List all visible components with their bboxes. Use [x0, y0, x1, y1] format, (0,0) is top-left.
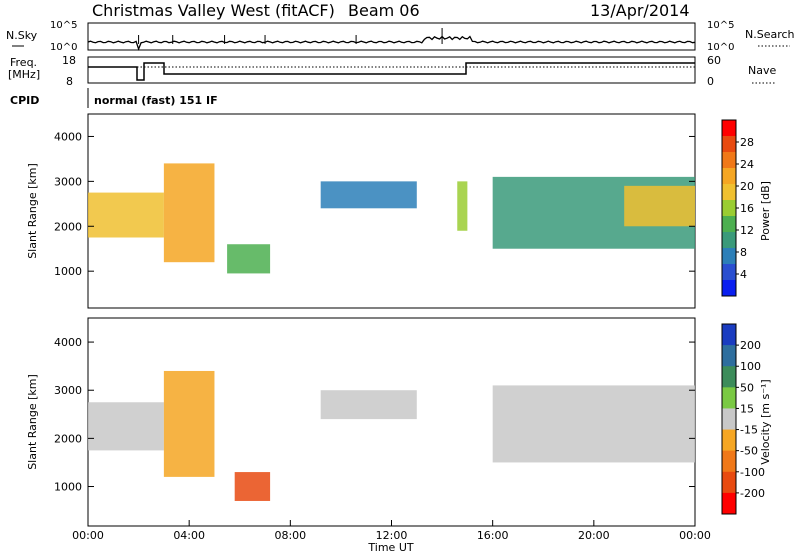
velocity-region-ground-00-03 — [88, 402, 164, 451]
freq-ytick-top: 18 — [62, 54, 76, 67]
power-colorbar-cell-6 — [722, 216, 736, 233]
noise-ytick-bottom-right: 10^0 — [707, 42, 734, 53]
power-ytick-label-1: 2000 — [54, 220, 82, 233]
power-colorbar-ticklabel-2: 20 — [740, 180, 754, 193]
velocity-marks — [88, 370, 695, 501]
figure-title: Christmas Valley West (fitACF) — [92, 1, 335, 20]
freq-panel: Freq. [MHz] 18 8 60 0 Nave — [8, 54, 776, 88]
velocity-ytick-label-1: 2000 — [54, 432, 82, 445]
velocity-colorbar-ticklabel-7: -200 — [740, 487, 765, 500]
x-tick-label-4: 16:00 — [477, 529, 509, 542]
velocity-colorbar-ticklabel-1: 100 — [740, 360, 761, 373]
nave-ytick-top: 60 — [707, 54, 721, 67]
velocity-colorbar-label: Velocity [m s⁻¹] — [759, 379, 772, 464]
velocity-region-arc-16-24 — [492, 385, 695, 463]
velocity-colorbar-cell-1 — [722, 345, 736, 367]
power-yticks: 1000 2000 3000 4000 — [54, 130, 695, 278]
velocity-colorbar-cell-6 — [722, 450, 736, 473]
velocity-colorbar-cell-4 — [722, 408, 736, 431]
noise-ytick-top: 10^5 — [50, 20, 77, 31]
noise-panel: N.Sky 10^5 10^0 10^5 10^0 N.Search — [6, 20, 795, 53]
power-panel: 1000 2000 3000 4000 Slant Range [km] 28 24 20… — [26, 113, 772, 309]
velocity-yticks: 1000 2000 3000 4000 — [54, 336, 695, 494]
power-colorbar-cell-7 — [722, 232, 736, 249]
power-region-patch-14-15 — [457, 181, 468, 231]
x-tick-label-3: 12:00 — [376, 529, 408, 542]
velocity-panel: 1000 2000 3000 4000 Slant Range [km] 200 100… — [26, 317, 772, 527]
freq-label-line1: Freq. — [10, 56, 37, 69]
power-colorbar-cell-4 — [722, 184, 736, 201]
power-colorbar-ticklabel-1: 24 — [740, 158, 754, 171]
cpid-label: CPID — [10, 94, 39, 107]
noise-left-label: N.Sky — [6, 29, 38, 42]
power-region-bands-03-05 — [163, 163, 215, 263]
nave-ytick-bottom: 0 — [707, 75, 714, 88]
velocity-colorbar-cell-3 — [722, 387, 736, 409]
power-colorbar-ticklabel-6: 4 — [740, 268, 747, 281]
power-colorbar-cell-2 — [722, 152, 736, 169]
noise-sky-series — [87, 35, 696, 51]
freq-label-line2: [MHz] — [8, 68, 40, 81]
power-region-patch-21-24 — [624, 185, 695, 227]
velocity-colorbar-ticklabel-6: -100 — [740, 466, 765, 479]
power-colorbar-cell-3 — [722, 168, 736, 185]
noise-ytick-top-right: 10^5 — [707, 20, 734, 31]
velocity-colorbar-cell-8 — [722, 492, 736, 515]
power-colorbar-cell-0 — [722, 120, 736, 137]
velocity-colorbar-frame — [721, 323, 737, 515]
power-colorbar-cell-8 — [722, 248, 736, 265]
velocity-colorbar-ticklabel-2: 50 — [740, 381, 754, 394]
power-region-streak-09-13 — [320, 181, 417, 209]
cpid-value: normal (fast) 151 IF — [94, 94, 218, 107]
velocity-region-neg-03-05 — [163, 370, 215, 477]
power-marks — [88, 163, 695, 274]
velocity-colorbar: 200 100 50 15 -15 -50 -100 -200 — [721, 323, 765, 515]
x-tick-label-1: 04:00 — [173, 529, 205, 542]
power-ytick-label-0: 1000 — [54, 265, 82, 278]
velocity-ytick-label-2: 3000 — [54, 384, 82, 397]
power-ytick-label-3: 4000 — [54, 130, 82, 143]
power-colorbar-label: Power [dB] — [759, 181, 772, 241]
velocity-colorbar-ticklabel-5: -50 — [740, 445, 758, 458]
power-ytick-label-2: 3000 — [54, 175, 82, 188]
power-colorbar-ticklabel-4: 12 — [740, 224, 754, 237]
velocity-colorbar-cell-5 — [722, 429, 736, 452]
x-axis-ticks: 00:00 04:00 08:00 12:00 16:00 20:00 00:00 — [72, 520, 711, 542]
velocity-colorbar-cell-2 — [722, 366, 736, 388]
power-colorbar-ticklabel-3: 16 — [740, 202, 754, 215]
velocity-region-streak-09-13 — [320, 390, 417, 420]
power-colorbar-ticklabel-5: 8 — [740, 246, 747, 259]
power-region-bands-00-03 — [88, 192, 164, 238]
velocity-colorbar-cell-7 — [722, 471, 736, 494]
power-colorbar-cell-9 — [722, 264, 736, 281]
power-colorbar-cell-1 — [722, 136, 736, 153]
power-colorbar-cell-5 — [722, 200, 736, 217]
velocity-colorbar-cell-0 — [722, 324, 736, 346]
velocity-region-neg-06-07 — [234, 472, 271, 501]
power-colorbar-ticklabel-0: 28 — [740, 136, 754, 149]
date-label: 13/Apr/2014 — [590, 1, 690, 20]
freq-ytick-bottom: 8 — [66, 75, 73, 88]
nave-label: Nave — [748, 64, 776, 77]
x-tick-label-6: 00:00 — [679, 529, 711, 542]
x-tick-label-0: 00:00 — [72, 529, 104, 542]
x-tick-label-5: 20:00 — [578, 529, 610, 542]
noise-ytick-bottom: 10^0 — [50, 42, 77, 53]
beam-label: Beam 06 — [348, 1, 420, 20]
velocity-colorbar-ticklabel-0: 200 — [740, 339, 761, 352]
power-region-band-05-07 — [227, 244, 271, 274]
noise-right-label: N.Search — [745, 28, 795, 41]
power-colorbar-cell-10 — [722, 280, 736, 297]
velocity-colorbar-ticklabel-3: 15 — [740, 402, 754, 415]
velocity-ytick-label-3: 4000 — [54, 336, 82, 349]
x-axis-label: Time UT — [367, 541, 413, 554]
x-tick-label-2: 08:00 — [274, 529, 306, 542]
velocity-colorbar-ticklabel-4: -15 — [740, 424, 758, 437]
velocity-ylabel: Slant Range [km] — [26, 374, 39, 470]
power-ylabel: Slant Range [km] — [26, 163, 39, 259]
velocity-ytick-label-0: 1000 — [54, 481, 82, 494]
freq-series — [88, 62, 695, 81]
power-colorbar: 28 24 20 16 12 8 4 — [721, 119, 754, 297]
